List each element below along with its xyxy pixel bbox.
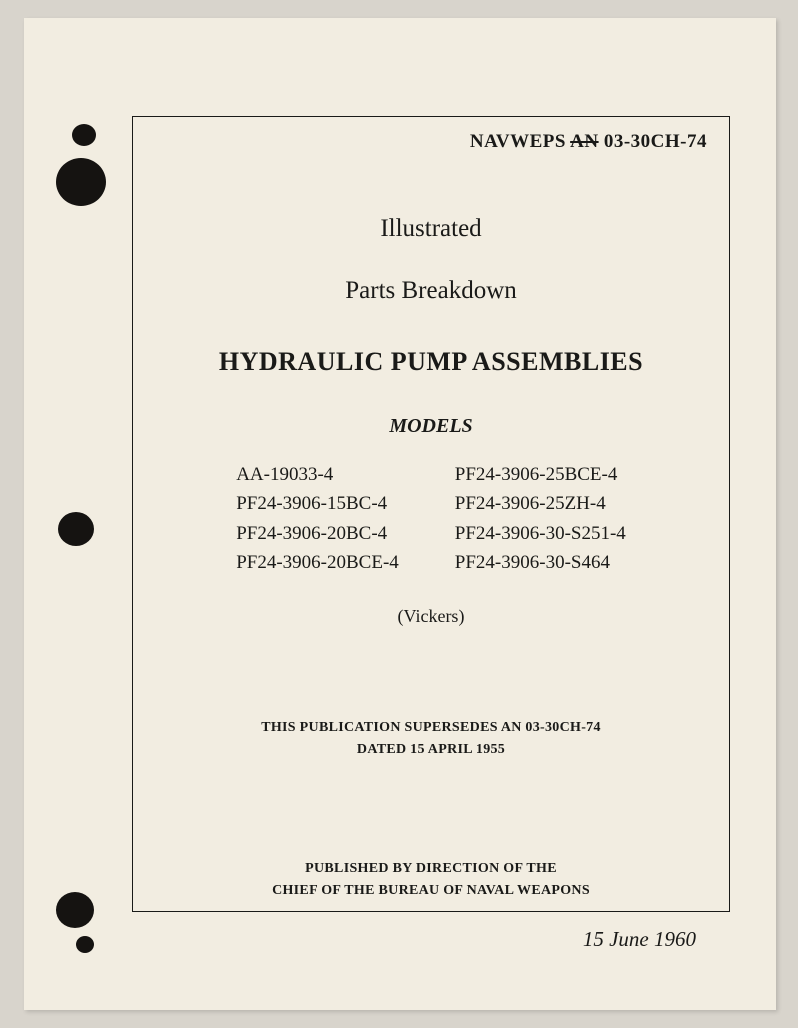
model-entry: PF24-3906-30-S464 <box>455 548 626 577</box>
binder-hole <box>58 512 94 546</box>
model-entry: AA-19033-4 <box>236 460 399 489</box>
doc-struck-text: AN <box>570 131 598 152</box>
published-line-1: PUBLISHED BY DIRECTION OF THE <box>133 858 729 880</box>
manufacturer: (Vickers) <box>133 606 729 627</box>
binder-hole <box>72 124 96 146</box>
models-columns: AA-19033-4 PF24-3906-15BC-4 PF24-3906-20… <box>133 460 729 578</box>
supersedes-line-2: DATED 15 APRIL 1955 <box>133 739 729 761</box>
model-entry: PF24-3906-20BC-4 <box>236 519 399 548</box>
binder-hole <box>56 158 106 206</box>
document-number: NAVWEPS AN 03-30CH-74 <box>470 131 707 153</box>
model-entry: PF24-3906-25ZH-4 <box>455 489 626 518</box>
title-block: Illustrated Parts Breakdown HYDRAULIC PU… <box>133 215 729 902</box>
binder-hole <box>56 892 94 928</box>
model-entry: PF24-3906-15BC-4 <box>236 489 399 518</box>
published-line-2: CHIEF OF THE BUREAU OF NAVAL WEAPONS <box>133 880 729 902</box>
main-title: HYDRAULIC PUMP ASSEMBLIES <box>133 347 729 377</box>
published-by-block: PUBLISHED BY DIRECTION OF THE CHIEF OF T… <box>133 858 729 903</box>
supersedes-line-1: THIS PUBLICATION SUPERSEDES AN 03-30CH-7… <box>133 717 729 739</box>
models-label: MODELS <box>133 415 729 438</box>
models-column-left: AA-19033-4 PF24-3906-15BC-4 PF24-3906-20… <box>236 460 399 578</box>
model-entry: PF24-3906-20BCE-4 <box>236 548 399 577</box>
doc-prefix: NAVWEPS <box>470 131 566 152</box>
supersedes-block: THIS PUBLICATION SUPERSEDES AN 03-30CH-7… <box>133 717 729 762</box>
models-column-right: PF24-3906-25BCE-4 PF24-3906-25ZH-4 PF24-… <box>455 460 626 578</box>
content-border: NAVWEPS AN 03-30CH-74 Illustrated Parts … <box>132 116 730 912</box>
document-page: NAVWEPS AN 03-30CH-74 Illustrated Parts … <box>24 18 776 1010</box>
model-entry: PF24-3906-25BCE-4 <box>455 460 626 489</box>
title-line-1: Illustrated <box>133 215 729 243</box>
model-entry: PF24-3906-30-S251-4 <box>455 519 626 548</box>
binder-hole <box>76 936 94 953</box>
title-line-2: Parts Breakdown <box>133 277 729 305</box>
doc-number-value: 03-30CH-74 <box>604 131 707 152</box>
publication-date: 15 June 1960 <box>583 927 696 952</box>
